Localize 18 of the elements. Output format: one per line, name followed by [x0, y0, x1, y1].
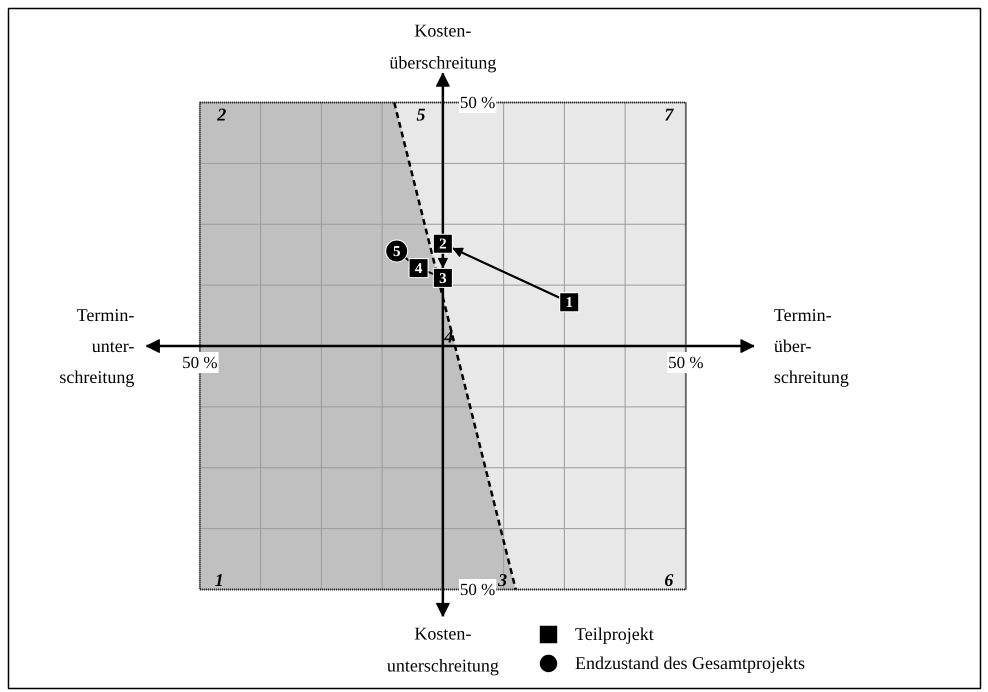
annotation: 7 — [664, 104, 674, 125]
annotation: 3 — [439, 270, 447, 287]
annotation: 6 — [664, 570, 674, 590]
annotation: 3 — [497, 570, 508, 590]
annotation: 4 — [414, 261, 423, 278]
annotation: 5 — [416, 104, 426, 125]
legend-label: Endzustand des Gesamtprojekts — [575, 652, 805, 674]
y-axis-title: Kosten- überschreitung — [389, 20, 496, 72]
annotation: 4 — [443, 326, 454, 346]
annotation: 1 — [214, 570, 224, 590]
text: Termin- unter- schreitung — [59, 305, 134, 388]
annotation: 1 — [565, 295, 573, 312]
text: Kosten- unterschreitung — [386, 623, 499, 676]
legend-label: Teilprojekt — [575, 624, 654, 644]
x-axis-title: Termin- über- schreitung — [774, 305, 849, 388]
annotation: 2 — [439, 236, 447, 253]
annotation: 5 — [392, 244, 400, 260]
annotation: 2 — [216, 104, 226, 125]
